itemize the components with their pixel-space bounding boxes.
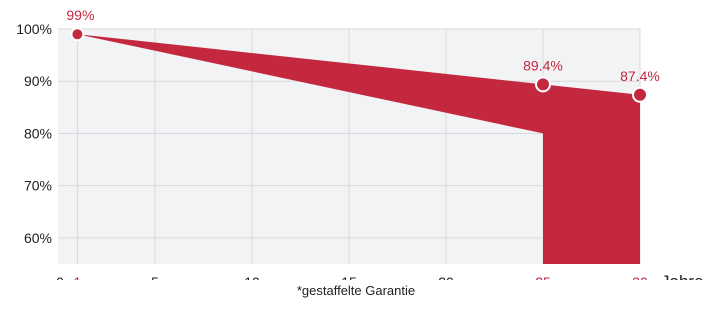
x-axis-unit-label: Jahre	[661, 272, 704, 280]
y-tick-label-60%: 60%	[24, 230, 52, 246]
y-axis-ticks: 60% 70% 80% 90% 100%	[16, 21, 52, 246]
data-label-99%: 99%	[66, 7, 94, 23]
x-tick-label-10: 10	[244, 274, 260, 280]
marker-87.4%	[632, 86, 648, 103]
marker-99%	[70, 27, 85, 42]
data-label-87.4%: 87.4%	[620, 68, 660, 84]
x-tick-label-5: 5	[151, 274, 159, 280]
x-tick-label-25: 25	[535, 274, 551, 280]
y-tick-label-70%: 70%	[24, 178, 52, 194]
x-tick-label-0: 0	[56, 274, 64, 280]
y-tick-label-100%: 100%	[16, 21, 52, 37]
x-tick-label-30: 30	[632, 274, 648, 280]
x-tick-label-15: 15	[341, 274, 357, 280]
data-labels: 99% 89.4% 87.4%	[66, 7, 659, 84]
y-tick-label-80%: 80%	[24, 125, 52, 141]
guarantee-area-polygon	[77, 34, 640, 265]
footnote: *gestaffelte Garantie	[296, 283, 416, 298]
x-axis-ticks: 0151015202530	[56, 274, 648, 280]
chart-svg: 99%89.4%87.4% 60%70%80%90%100% 015101520…	[16, 7, 704, 280]
y-tick-label-90%: 90%	[24, 73, 52, 89]
x-tick-label-20: 20	[438, 274, 454, 280]
data-markers	[70, 27, 648, 103]
x-tick-label-1: 1	[74, 274, 82, 280]
marker-89.4%	[535, 76, 551, 93]
guarantee-area	[77, 34, 640, 265]
data-label-89.4%: 89.4%	[523, 57, 563, 73]
